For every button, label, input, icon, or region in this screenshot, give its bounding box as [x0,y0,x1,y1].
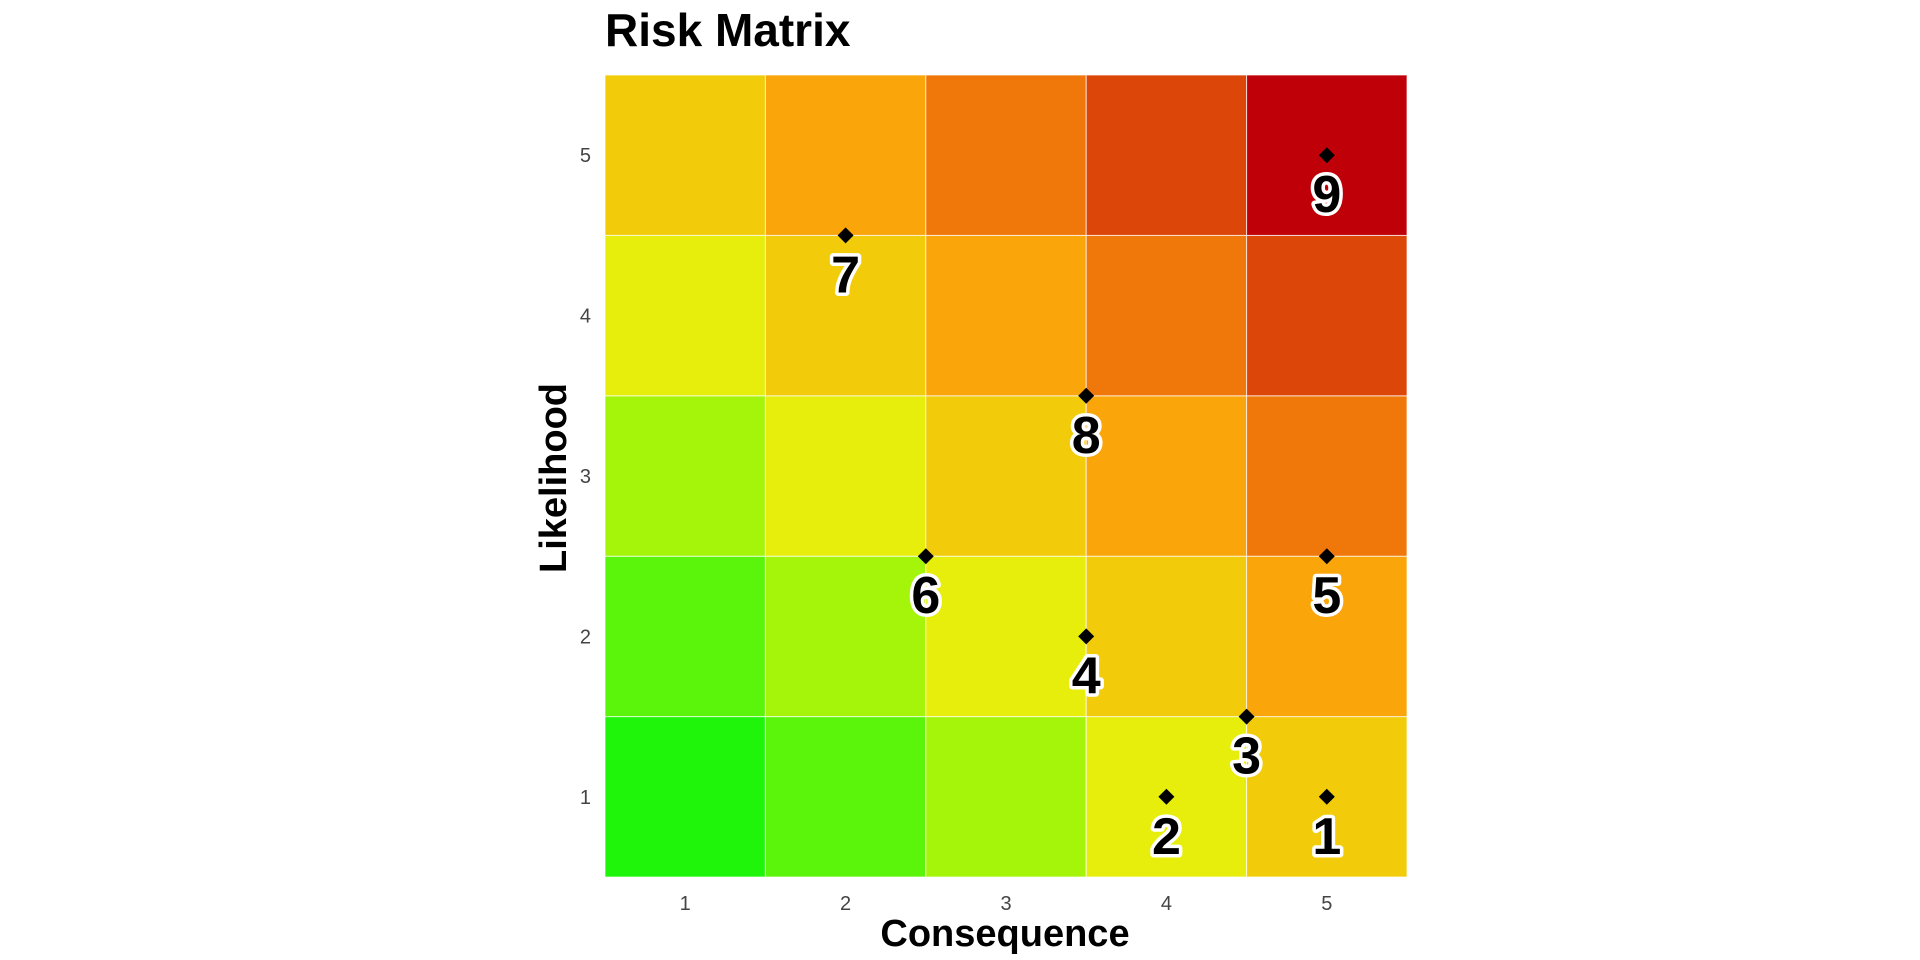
heatmap-cell-5-4 [1246,234,1408,397]
y-tick-label-3: 3 [580,466,591,488]
y-axis-ticks: 1 2 3 4 5 [580,145,591,809]
risk-point-marker-3 [1238,708,1255,725]
x-axis-title: Consequence [880,913,1129,955]
heatmap-cell-1-4 [604,234,766,397]
risk-point-marker-1 [1318,788,1335,805]
heatmap-cell-2-2 [764,555,927,718]
heatmap-cell-3-5 [925,74,1087,236]
y-tick-label-2: 2 [580,626,591,648]
risk-point-marker-8 [1078,387,1095,404]
risk-point-marker-6 [917,548,934,565]
risk-point-marker-7 [837,227,854,244]
risk-point-marker-4 [1078,628,1095,645]
risk-point-label-4: 4 [1072,647,1101,705]
risk-point-label-6: 6 [911,567,940,625]
heatmap-cell-4-4 [1085,234,1248,397]
x-tick-label-1: 1 [680,893,691,915]
y-tick-label-1: 1 [580,787,591,809]
heatmap-cell-2-1 [764,716,927,878]
heatmap-cell-5-3 [1246,395,1408,557]
risk-point-label-8: 8 [1072,407,1101,465]
heatmap-cell-1-2 [604,555,766,718]
heatmap-cell-3-2 [925,555,1087,718]
x-tick-label-3: 3 [1000,893,1011,915]
risk-point-label-2: 2 [1152,808,1181,866]
chart-title: Risk Matrix [605,4,851,56]
risk-point-label-9: 9 [1312,166,1341,224]
risk-point-marker-2 [1158,788,1175,805]
x-tick-label-2: 2 [840,893,851,915]
heatmap-cell-1-3 [604,395,766,557]
heatmap-cell-3-4 [925,234,1087,397]
y-tick-label-4: 4 [580,306,591,328]
risk-point-label-3: 3 [1232,728,1261,786]
heatmap-cell-2-5 [764,74,927,236]
risk-point-label-7: 7 [831,246,860,304]
x-tick-label-5: 5 [1321,893,1332,915]
risk-point-marker-9 [1318,147,1335,164]
risk-point-marker-5 [1318,548,1335,565]
x-tick-label-4: 4 [1161,893,1172,915]
heatmap-cell-4-2 [1085,555,1248,718]
heatmap-cell-3-1 [925,716,1087,878]
y-tick-label-5: 5 [580,145,591,167]
heatmap-cell-4-5 [1085,74,1248,236]
risk-point-label-1: 1 [1312,808,1341,866]
y-axis-title: Likelihood [533,383,575,573]
x-axis-ticks: 1 2 3 4 5 [680,893,1333,915]
heatmap-cell-1-1 [604,716,766,878]
heatmap-cell-4-3 [1085,395,1248,557]
heatmap-cell-3-3 [925,395,1087,557]
heatmap-cell-1-5 [604,74,766,236]
heatmap-cell-2-4 [764,234,927,397]
heatmap-cell-2-3 [764,395,927,557]
heatmap-cells [604,74,1408,878]
risk-point-label-5: 5 [1312,567,1341,625]
